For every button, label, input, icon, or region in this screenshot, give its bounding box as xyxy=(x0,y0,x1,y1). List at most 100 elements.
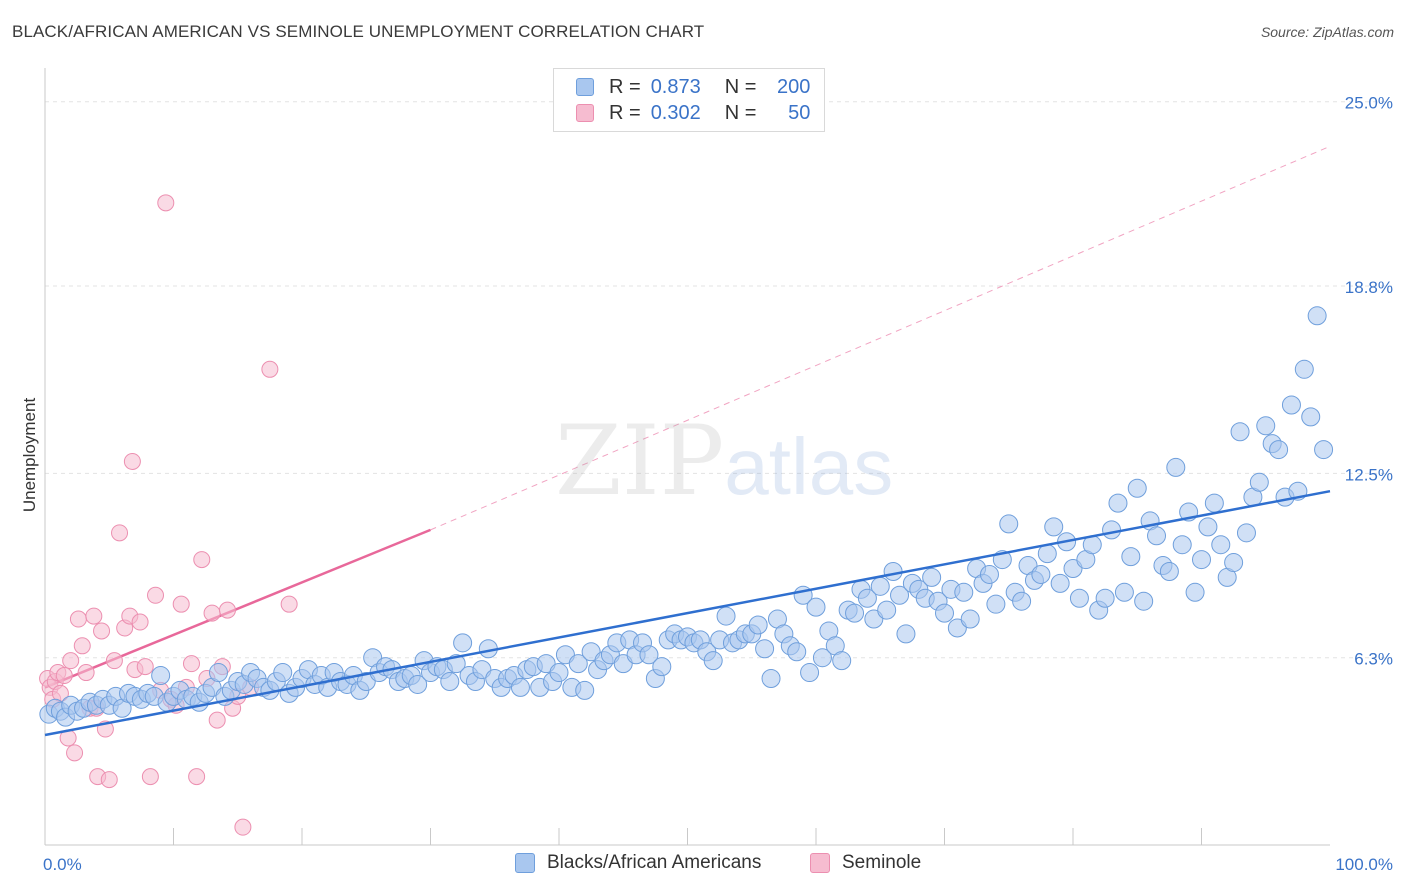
blacks-point xyxy=(1147,526,1167,546)
seminole-point xyxy=(203,604,221,622)
blacks-point xyxy=(1301,407,1321,427)
blacks-point xyxy=(890,585,910,605)
blacks-point xyxy=(510,677,530,697)
seminole-point xyxy=(234,818,252,836)
blacks-point xyxy=(883,561,903,581)
seminole-point xyxy=(123,452,141,470)
seminole-trend-extension xyxy=(430,145,1331,531)
seminole-point xyxy=(69,610,87,628)
zipatlas-watermark: ZIPatlas xyxy=(555,405,894,517)
blacks-point xyxy=(979,564,999,584)
seminole-point xyxy=(208,711,226,729)
r-label: R = xyxy=(609,75,641,98)
gridlines xyxy=(45,101,1392,659)
legend-row-seminole: R = 0.302 N = 50 xyxy=(576,101,810,125)
y-axis-label: Unemployment xyxy=(20,397,39,513)
seminole-point xyxy=(100,771,118,789)
blacks-point xyxy=(1012,591,1032,611)
blacks-point xyxy=(1185,582,1205,602)
seminole-point xyxy=(55,667,73,685)
blacks-point xyxy=(1159,561,1179,581)
pink-swatch xyxy=(576,104,594,122)
blacks-point xyxy=(549,663,569,683)
seminole-point xyxy=(85,607,103,625)
chart-title: BLACK/AFRICAN AMERICAN VS SEMINOLE UNEMP… xyxy=(12,22,705,41)
blacks-point xyxy=(1269,440,1289,460)
blacks-point xyxy=(755,639,775,659)
blacks-point xyxy=(1204,493,1224,513)
blue-swatch xyxy=(515,853,535,873)
blacks-point xyxy=(1236,523,1256,543)
blacks-point xyxy=(1256,416,1276,436)
seminole-point xyxy=(261,360,279,378)
blacks-point xyxy=(453,633,473,653)
blacks-point xyxy=(748,615,768,635)
blacks-point xyxy=(922,567,942,587)
blacks-point xyxy=(208,663,228,683)
n-value: 50 xyxy=(788,101,811,124)
legend-label: Seminole xyxy=(842,852,922,873)
blacks-point xyxy=(1095,588,1115,608)
source-note: Source: ZipAtlas.com xyxy=(1260,24,1394,40)
seminole-point xyxy=(172,595,190,613)
blacks-point xyxy=(1307,306,1327,326)
blacks-point xyxy=(1294,359,1314,379)
blacks-point xyxy=(1031,564,1051,584)
y-tick-label: 25.0% xyxy=(1345,94,1393,113)
blacks-points xyxy=(39,306,1334,737)
blacks-point xyxy=(1108,493,1128,513)
blacks-point xyxy=(806,597,826,617)
blacks-point xyxy=(1249,472,1269,492)
blacks-point xyxy=(999,514,1019,534)
blacks-point xyxy=(639,645,659,665)
blacks-point xyxy=(877,600,897,620)
legend-row-blacks: R = 0.873 N = 200 xyxy=(576,75,810,99)
seminole-point xyxy=(105,652,123,670)
blacks-point xyxy=(857,588,877,608)
seminole-point xyxy=(193,551,211,569)
seminole-point xyxy=(141,768,159,786)
blacks-point xyxy=(408,674,428,694)
seminole-point xyxy=(131,613,149,631)
pink-swatch xyxy=(810,853,830,873)
r-value: 0.302 xyxy=(650,101,701,124)
blacks-point xyxy=(1050,573,1070,593)
blacks-point xyxy=(568,654,588,674)
seminole-point xyxy=(147,586,165,604)
blue-swatch xyxy=(576,78,594,96)
blacks-point xyxy=(832,651,852,671)
seminole-point xyxy=(73,637,91,655)
blacks-point xyxy=(870,576,890,596)
seminole-point xyxy=(218,601,236,619)
r-value: 0.873 xyxy=(650,75,701,98)
blacks-point xyxy=(703,651,723,671)
blacks-point xyxy=(1281,395,1301,415)
blacks-point xyxy=(800,663,820,683)
blacks-point xyxy=(986,594,1006,614)
blacks-point xyxy=(716,606,736,626)
blacks-point xyxy=(1192,550,1211,570)
blacks-point xyxy=(1121,547,1141,567)
seminole-point xyxy=(66,744,84,762)
tick-labels: 6.3% 12.5% 18.8% 25.0% 0.0% 100.0% xyxy=(43,94,1393,874)
blacks-point xyxy=(1037,544,1057,564)
blacks-point xyxy=(1172,535,1192,555)
n-label: N = xyxy=(724,75,757,98)
blacks-point xyxy=(1127,478,1147,498)
blacks-point xyxy=(1224,553,1244,573)
blacks-point xyxy=(440,671,460,691)
blacks-point xyxy=(896,624,916,644)
x-tick-label: 0.0% xyxy=(43,855,82,874)
seminole-point xyxy=(93,622,111,640)
seminole-point xyxy=(136,658,154,676)
legend-item-seminole: Seminole xyxy=(810,852,921,874)
blacks-point xyxy=(1314,440,1334,460)
blacks-point xyxy=(1166,457,1186,477)
blacks-point xyxy=(1069,588,1089,608)
blacks-point xyxy=(845,603,865,623)
seminole-point xyxy=(157,194,175,212)
blacks-point xyxy=(1114,582,1134,602)
seminole-points xyxy=(39,194,298,836)
blacks-point xyxy=(1102,520,1122,540)
